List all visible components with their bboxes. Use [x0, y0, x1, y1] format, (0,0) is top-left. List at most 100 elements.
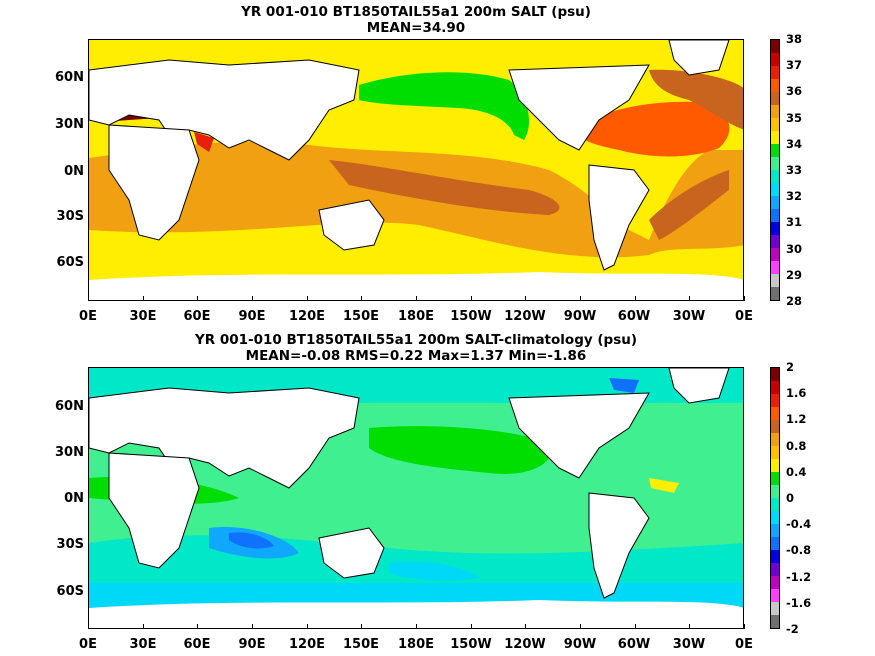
north-pacific-fresh — [359, 72, 529, 140]
panel1-lat-label: 60S — [56, 255, 84, 270]
colorbar-segment — [771, 368, 779, 381]
colorbar-segment — [771, 40, 779, 53]
africa-land — [108, 124, 200, 241]
lon-tick — [416, 624, 417, 629]
panel1-lon-label: 150W — [450, 309, 492, 324]
panel1-lon-label: 120E — [288, 309, 326, 324]
greenland-land — [668, 40, 730, 76]
panel1-salinity-map — [88, 39, 744, 301]
panel2-cbar-label: -1.2 — [786, 570, 812, 584]
colorbar-segment — [771, 209, 779, 222]
panel2-lat-label: 60N — [55, 399, 84, 414]
panel1-lon-label: 120W — [504, 309, 546, 324]
colorbar-segment — [771, 287, 779, 300]
colorbar-segment — [771, 394, 779, 407]
north-atlantic-brown — [649, 69, 743, 130]
colorbar-segment — [771, 576, 779, 589]
antarctica-land — [89, 272, 743, 300]
antarctica-land — [89, 600, 743, 628]
colorbar-segment — [771, 79, 779, 92]
colorbar-segment — [771, 615, 779, 628]
colorbar-segment — [771, 144, 779, 157]
panel2-cbar-label: 0.4 — [786, 465, 807, 479]
colorbar-segment — [771, 485, 779, 498]
continents — [89, 40, 730, 271]
lon-tick — [306, 624, 308, 629]
panel2-cbar-label: 1.2 — [786, 412, 807, 426]
panel2-anomaly-map — [88, 367, 744, 629]
colorbar-segment — [771, 157, 779, 170]
lon-tick — [580, 296, 581, 301]
panel2-lon-label: 150E — [342, 637, 380, 652]
panel2-lon-label: 120W — [504, 637, 546, 652]
lon-tick — [197, 296, 199, 301]
pacific-salinity-tongue — [329, 160, 560, 215]
colorbar-segment — [771, 53, 779, 66]
panel1-title-line1: YR 001-010 BT1850TAIL55a1 200m SALT (psu… — [241, 4, 591, 20]
colorbar-segment — [771, 381, 779, 394]
panel1-lon-label: 60E — [183, 309, 211, 324]
panel1-title: YR 001-010 BT1850TAIL55a1 200m SALT (psu… — [88, 4, 744, 36]
lon-tick — [306, 296, 308, 301]
north-pacific-positive — [369, 426, 551, 474]
panel2-lon-label: 150W — [450, 637, 492, 652]
lon-tick — [470, 624, 472, 629]
colorbar-segment — [771, 105, 779, 118]
colorbar-segment — [771, 222, 779, 235]
colorbar-segment — [771, 524, 779, 537]
panel1-cbar-label: 31 — [786, 215, 803, 229]
lon-tick — [580, 624, 581, 629]
colorbar-segment — [771, 589, 779, 602]
greenland-land — [668, 368, 730, 404]
colorbar-segment — [771, 472, 779, 485]
north-atlantic-max — [574, 101, 730, 157]
panel2-cbar-label: 0.8 — [786, 439, 807, 453]
lon-tick — [744, 624, 745, 629]
panel2-lon-label: 90E — [238, 637, 266, 652]
panel2-cbar-label: -0.4 — [786, 517, 812, 531]
panel2-title-line1: YR 001-010 BT1850TAIL55a1 200m SALT-clim… — [194, 332, 638, 348]
north-america-land — [508, 392, 650, 479]
colorbar-segment — [771, 248, 779, 261]
lon-tick — [88, 296, 89, 301]
panel2-cbar-label: -0.8 — [786, 543, 812, 557]
panel1-cbar-label: 34 — [786, 137, 803, 151]
panel1-lon-label: 30E — [129, 309, 157, 324]
panel1-lon-label: 180E — [397, 309, 435, 324]
south-atlantic-patch — [649, 170, 729, 240]
panel2-lat-label: 30S — [56, 537, 84, 552]
colorbar-segment — [771, 563, 779, 576]
lon-tick — [361, 624, 363, 629]
south-america-land — [588, 492, 650, 599]
panel1-title-line2: MEAN=34.90 — [366, 20, 466, 36]
lon-tick — [197, 624, 199, 629]
red-sea-high-salinity — [194, 132, 214, 152]
panel2-lat-label: 0N — [64, 491, 84, 506]
panel1-lon-label: 0E — [79, 309, 97, 324]
north-america-land — [508, 64, 650, 151]
colorbar-segment — [771, 407, 779, 420]
panel2-lon-label: 60W — [617, 637, 651, 652]
panel2-title-line2: MEAN=-0.08 RMS=0.22 Max=1.37 Min=-1.86 — [245, 348, 587, 364]
lon-tick — [470, 296, 472, 301]
south-america-land — [588, 164, 650, 271]
panel1-lat-label: 30S — [56, 209, 84, 224]
panel2-title: YR 001-010 BT1850TAIL55a1 200m SALT-clim… — [88, 332, 744, 364]
panel2-lat-label: 30N — [55, 445, 84, 460]
panel2-lon-label: 0E — [79, 637, 97, 652]
panel1-cbar-label: 35 — [786, 111, 803, 125]
panel2-lon-label: 60E — [183, 637, 211, 652]
panel1-lat-label: 30N — [55, 117, 84, 132]
africa-land — [108, 452, 200, 569]
panel1-cbar-label: 29 — [786, 268, 803, 282]
colorbar-segment — [771, 170, 779, 183]
south-pacific-negative — [389, 561, 479, 581]
panel1-lon-label: 60W — [617, 309, 651, 324]
panel2-cbar-label: 2 — [786, 360, 795, 374]
tropical-high-salinity — [89, 141, 743, 258]
australia-land — [318, 527, 385, 579]
panel2-cbar-label: -1.6 — [786, 596, 812, 610]
panel2-lon-label: 90W — [563, 637, 597, 652]
panel1-lon-label: 150E — [342, 309, 380, 324]
colorbar-segment — [771, 420, 779, 433]
